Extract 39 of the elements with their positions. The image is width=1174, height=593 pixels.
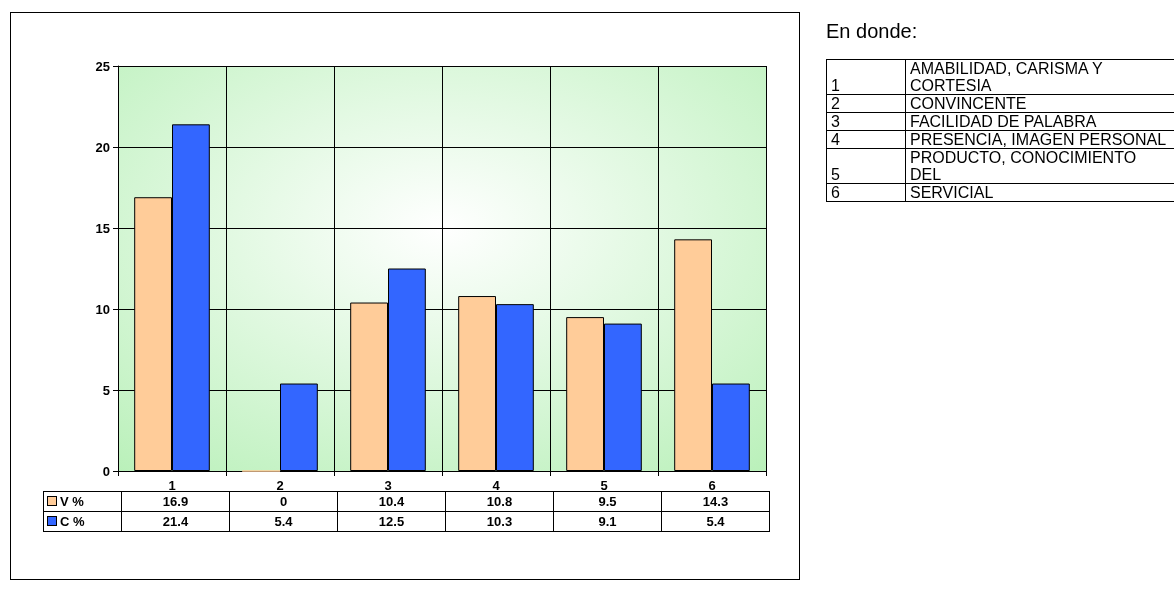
data-label: 10.3 [445,511,554,532]
legend-label: C % [43,511,122,532]
y-tick-label: 5 [102,382,110,398]
data-label: 10.8 [445,491,554,512]
text: 4 [826,130,906,149]
y-tick-label: 15 [95,220,110,236]
text: PRESENCIA, IMAGEN PERSONAL [905,130,1174,149]
x-tick-label: 1 [168,478,176,493]
x-tick-label: 5 [600,478,608,493]
data-label: 21.4 [121,511,230,532]
text: 5 [826,148,906,184]
data-label: 16.9 [121,491,230,512]
data-label: 0 [229,491,338,512]
data-label: 5.4 [229,511,338,532]
data-label: 14.3 [661,491,770,512]
x-tick-label: 6 [708,478,716,493]
text: 6 [826,183,906,202]
data-label: 12.5 [337,511,446,532]
text: SERVICIAL [905,183,1174,202]
x-tick-label: 4 [492,478,501,493]
text: En donde: [826,20,919,43]
legend-label: V % [43,491,122,512]
text: FACILIDAD DE PALABRA [905,112,1174,131]
x-tick-label: 3 [384,478,392,493]
data-label: 9.1 [553,511,662,532]
data-label: 5.4 [661,511,770,532]
text: 3 [826,112,906,131]
x-tick-label: 2 [276,478,284,493]
text: PRODUCTO, CONOCIMIENTO DEL [905,148,1174,184]
text: CONVINCENTE [905,94,1174,113]
data-label: 10.4 [337,491,446,512]
y-tick-label: 10 [95,301,110,317]
text: 1 [826,59,906,95]
y-tick-label: 20 [95,139,110,155]
text: 2 [826,94,906,113]
y-tick-label: 0 [102,463,110,479]
y-tick-label: 25 [95,58,110,74]
data-label: 9.5 [553,491,662,512]
text: AMABILIDAD, CARISMA Y CORTESIA [905,59,1174,95]
